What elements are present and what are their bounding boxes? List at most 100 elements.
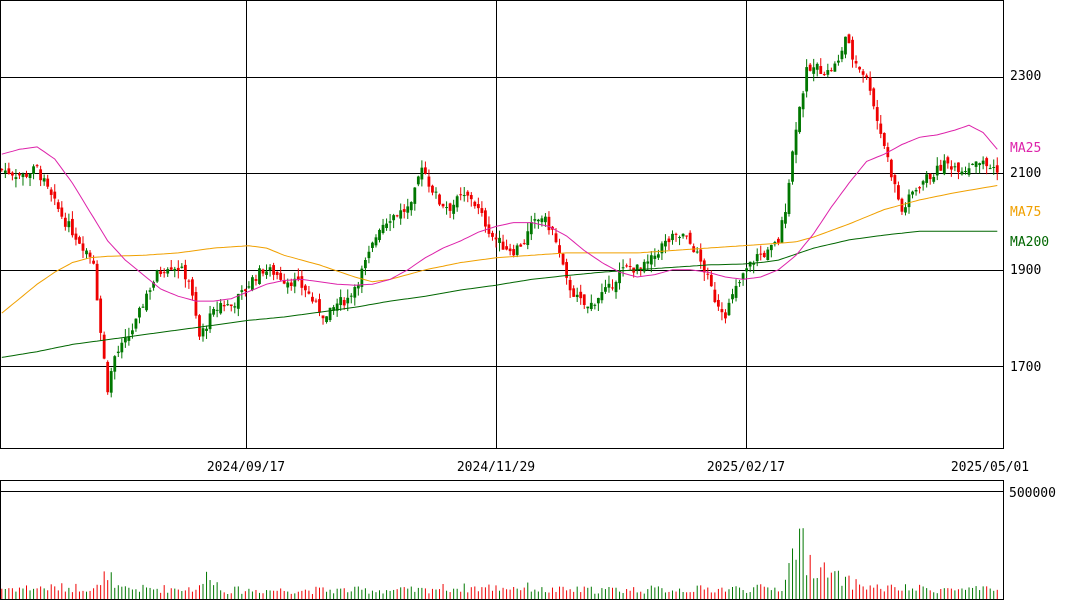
candle-body — [808, 64, 812, 71]
candle-body — [815, 63, 819, 70]
candle-body — [826, 70, 830, 75]
candle-body — [60, 207, 64, 217]
date-tick-label: 2024/11/29 — [457, 460, 535, 475]
candle-body — [844, 36, 847, 55]
candle-body — [981, 160, 985, 165]
candle-body — [286, 282, 290, 288]
candle-body — [371, 242, 374, 248]
candle-body — [639, 267, 643, 269]
candle-body — [833, 63, 837, 72]
candle-body — [766, 249, 770, 260]
candle-body — [854, 61, 858, 64]
price-panel-frame — [0, 0, 1004, 449]
candle-body — [942, 160, 946, 175]
candle-body — [434, 191, 438, 193]
price-tick-label: 2300 — [1010, 69, 1041, 84]
candle-body — [420, 167, 424, 180]
candle-body — [935, 165, 939, 176]
candle-body — [780, 220, 784, 244]
candle-body — [635, 264, 639, 271]
candle-body — [791, 151, 794, 182]
candle-body — [649, 255, 653, 265]
candle-body — [138, 307, 141, 318]
candle-body — [579, 291, 583, 299]
candle-body — [385, 223, 388, 229]
candlesticks — [0, 33, 999, 398]
candle-body — [282, 280, 286, 284]
candle-body — [145, 293, 148, 311]
date-tick-label: 2025/02/17 — [707, 460, 785, 475]
candle-body — [85, 250, 88, 255]
candle-body — [865, 75, 869, 78]
candle-body — [374, 237, 378, 246]
candle-body — [769, 244, 773, 251]
candle-body — [78, 237, 81, 244]
candle-body — [318, 299, 321, 313]
candle-body — [123, 337, 127, 343]
candle-body — [656, 254, 660, 258]
candle-body — [526, 231, 530, 246]
candle-body — [720, 309, 724, 313]
candle-body — [201, 328, 205, 337]
candle-body — [176, 267, 180, 271]
candle-body — [787, 182, 791, 214]
candle-body — [840, 50, 844, 60]
candle-body — [198, 315, 201, 337]
candle-body — [205, 328, 208, 331]
candle-body — [240, 290, 244, 292]
candle-body — [173, 268, 177, 271]
candle-body — [212, 309, 215, 315]
candle-body — [794, 129, 798, 155]
candle-body — [328, 307, 332, 321]
candle-body — [660, 243, 664, 254]
candle-body — [484, 210, 487, 227]
candle-body — [596, 297, 600, 304]
candle-body — [187, 280, 191, 282]
candle-body — [92, 260, 95, 264]
price-tick-label: 1700 — [1010, 360, 1041, 375]
candle-body — [911, 191, 914, 195]
candle-body — [95, 263, 99, 301]
candle-body — [183, 264, 187, 280]
candle-body — [296, 276, 300, 280]
candle-body — [642, 261, 646, 272]
candle-body — [978, 163, 982, 166]
candle-body — [734, 285, 738, 298]
candle-body — [558, 245, 561, 254]
candle-body — [265, 271, 268, 275]
candle-body — [741, 273, 745, 279]
candle-body — [777, 238, 780, 243]
candle-body — [152, 282, 155, 288]
candle-body — [508, 248, 512, 252]
candle-body — [575, 294, 579, 298]
candle-body — [346, 297, 350, 304]
legend-ma25: MA25 — [1010, 141, 1041, 156]
candle-body — [702, 260, 706, 273]
candle-body — [939, 164, 943, 171]
candle-body — [536, 219, 540, 222]
candle-body — [247, 286, 251, 288]
candle-body — [438, 194, 441, 205]
candle-body — [738, 282, 741, 284]
price-tick-label: 1900 — [1010, 263, 1041, 278]
candle-body — [582, 294, 586, 305]
candle-body — [162, 272, 166, 274]
candle-body — [727, 302, 731, 316]
volume-tick-label: 500000 — [1009, 486, 1056, 501]
candle-body — [102, 334, 106, 359]
candle-body — [399, 210, 403, 219]
candle-body — [261, 269, 265, 274]
candle-body — [745, 268, 749, 272]
candle-body — [681, 233, 685, 237]
candle-body — [39, 169, 43, 181]
candle-body — [699, 249, 703, 262]
candle-body — [928, 173, 932, 180]
candle-body — [353, 287, 357, 298]
candle-body — [713, 289, 717, 303]
candle-body — [335, 303, 339, 311]
candle-body — [678, 237, 681, 239]
candle-body — [388, 221, 392, 223]
candle-body — [868, 77, 872, 91]
candle-body — [279, 272, 283, 280]
candle-body — [243, 289, 247, 292]
